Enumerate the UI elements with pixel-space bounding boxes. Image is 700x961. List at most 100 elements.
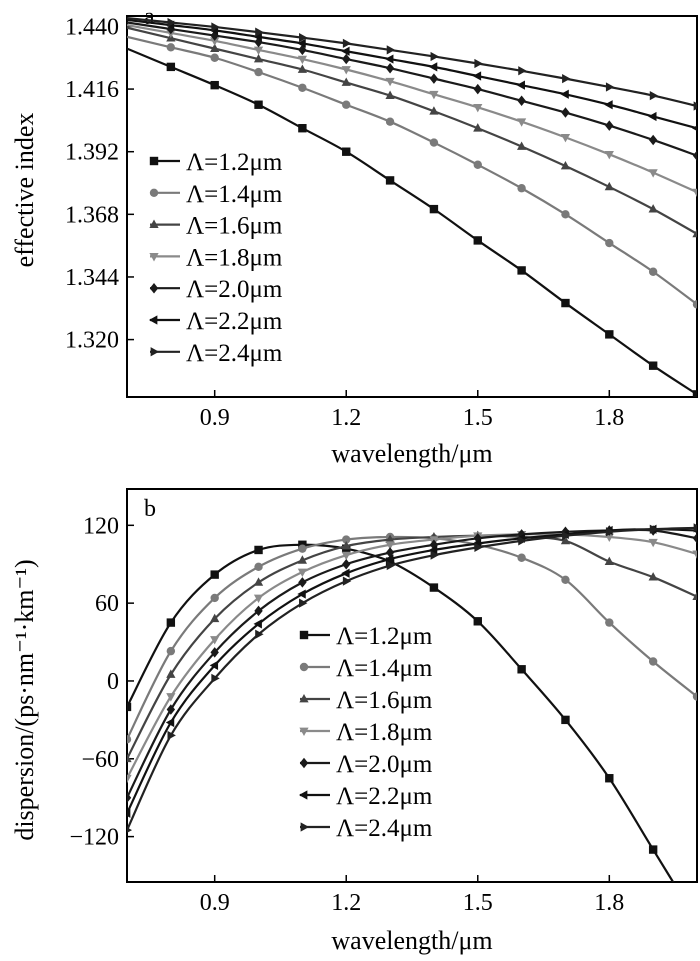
data-point [385,77,395,87]
data-point [298,83,307,92]
data-point [648,134,658,146]
y-axis-title-a: effective index [10,113,39,268]
data-point [648,538,658,548]
data-point [648,361,658,370]
legend-item: Λ=1.8μm [149,244,283,271]
data-point [473,103,483,113]
data-point [211,673,220,683]
legend-swatch-marker [299,727,309,737]
data-point [429,73,439,84]
data-point [127,735,132,744]
data-point [297,55,308,65]
ticks-b: 0.9 1.2 1.5 1.8 120 60 0 −60 −120 [69,513,624,916]
y-tick-label: 1.440 [65,14,119,40]
legend-a: Λ=1.2μm Λ=1.4μm Λ=1.6μm Λ=1.8μm Λ=2.0μm Λ=2.2… [148,149,283,367]
data-point [385,534,395,543]
data-point [210,636,220,645]
legend-swatch-marker [149,253,159,262]
legend-swatch-marker [299,630,309,640]
y-axis-title-b: dispersion/(ps·nm⁻¹·km⁻¹) [10,559,39,840]
data-point [211,22,220,32]
data-point [341,541,351,550]
data-point [560,89,569,99]
series-clip-b [127,523,700,925]
data-point [605,82,615,92]
legend-item: Λ=1.6μm [299,687,433,714]
data-point [342,100,351,109]
data-point [692,550,697,559]
data-point [386,45,396,55]
legend-swatch-marker [298,790,308,800]
data-point [472,71,482,81]
data-point [649,524,659,534]
series-a-4 [127,24,697,198]
series-group-a [127,16,697,397]
legend-label: Λ=1.6μm [186,213,283,240]
data-point [166,62,176,72]
data-point [385,554,394,564]
data-point [166,693,176,702]
legend-item: Λ=2.0μm [149,276,283,303]
data-point [605,774,614,783]
data-point [561,298,570,308]
data-point [561,107,570,118]
data-point [298,124,307,133]
x-tick-label: 1.8 [594,405,624,431]
data-point [254,545,263,555]
legend-item: Λ=1.4μm [299,655,433,682]
data-point [297,38,306,49]
data-point [385,176,395,185]
x-tick-label: 0.9 [200,405,230,431]
data-point [342,38,352,49]
panel-b: b 0.9 1.2 1.5 1.8 120 60 0 −60 −120 Λ=1.2μm Λ=1.4… [10,488,700,955]
y-tick-label: 1.368 [65,202,119,228]
data-point [516,118,527,127]
x-tick-label: 1.2 [331,890,361,916]
data-point [428,62,438,72]
series-b-7 [127,523,697,833]
legend-swatch-marker [299,662,309,672]
data-point [692,591,697,601]
data-point [127,827,133,833]
series-group-b [127,523,700,925]
data-point [127,792,132,803]
panel-a: a 0.9 1.2 1.5 1.8 1.440 1.416 1.392 1.368 1.344 1… [10,4,698,468]
data-point [517,95,526,107]
data-point [648,169,658,178]
data-point [648,845,658,854]
data-point [298,544,307,553]
data-point [210,570,219,579]
data-point [253,54,264,63]
legend-label: Λ=1.8μm [186,244,283,271]
data-point [342,576,352,586]
data-point [517,184,526,193]
y-tick-label: 1.392 [65,140,119,166]
data-point [297,555,308,564]
data-point [518,536,527,546]
data-point [210,613,220,623]
data-point [385,117,395,126]
y-tick-label: 1.320 [65,328,119,354]
data-point [341,66,351,75]
legend-item: Λ=1.6μm [149,213,283,240]
legend-label: Λ=1.8μm [336,719,433,746]
legend-item: Λ=1.4μm [149,181,283,208]
data-point [386,560,396,571]
series-line [127,26,697,235]
data-point [561,210,570,219]
data-point [127,808,131,818]
legend-item: Λ=2.0μm [299,751,433,778]
series-a-1 [127,47,697,397]
data-point [166,43,176,52]
data-point [560,161,571,170]
data-point [692,692,697,701]
data-point [127,774,132,784]
data-point [693,917,700,925]
data-point [385,90,395,99]
data-point [385,54,394,64]
series-a-7 [127,16,697,111]
data-point [604,100,613,110]
data-point [254,67,263,77]
panel-letter-b: b [144,496,156,522]
data-point [605,238,614,248]
